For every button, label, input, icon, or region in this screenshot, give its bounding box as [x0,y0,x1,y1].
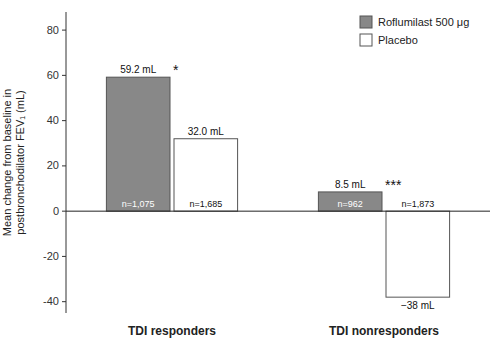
legend: Roflumilast 500 μg Placebo [360,16,469,46]
bar [174,139,238,211]
y-tick-label: 40 [47,114,59,126]
value-label: 8.5 mL [335,179,366,190]
legend-label: Placebo [378,34,418,46]
legend-swatch [360,34,372,46]
y-tick-label: 80 [47,24,59,36]
y-tick-label: -20 [43,250,59,262]
legend-swatch [360,16,372,28]
n-label: n=1,873 [401,199,434,209]
y-tick [62,75,66,76]
value-label: 59.2 mL [120,64,157,75]
n-label: n=1,075 [122,199,155,209]
bar [386,211,450,297]
y-tick-label: 0 [53,205,59,217]
y-tick [62,301,66,302]
bar [106,77,170,211]
bars [106,77,449,297]
y-tick-label: -40 [43,295,59,307]
y-axis-label-line: Mean change from baseline in [1,89,13,236]
category-label: TDI nonresponders [329,324,439,338]
chart: -40 -20 0 20 40 60 80 Mean change from baseline… [0,0,500,345]
y-axis-label: Mean change from baseline inpostbronchod… [1,89,26,236]
y-tick [62,120,66,121]
y-axis-label-line: postbronchodilator FEV₁ (mL) [14,90,26,234]
y-tick [62,165,66,166]
legend-label: Roflumilast 500 μg [378,16,469,28]
significance: *** [385,177,402,193]
value-label: −38 mL [401,300,435,311]
y-tick [62,256,66,257]
y-tick [62,30,66,31]
category-label: TDI responders [128,324,216,338]
significance: * [173,62,179,78]
zero-line [66,211,490,212]
value-label: 32.0 mL [188,126,225,137]
y-tick-label: 60 [47,69,59,81]
labels: n=1,075 59.2 mL * n=962 8.5 mL *** n=1,685 32.0… [120,62,435,311]
bar [318,192,382,211]
y-tick-label: 20 [47,159,59,171]
n-label: n=1,685 [189,199,222,209]
n-label: n=962 [338,199,363,209]
y-axis-line [66,12,67,313]
y-tick [62,211,66,212]
